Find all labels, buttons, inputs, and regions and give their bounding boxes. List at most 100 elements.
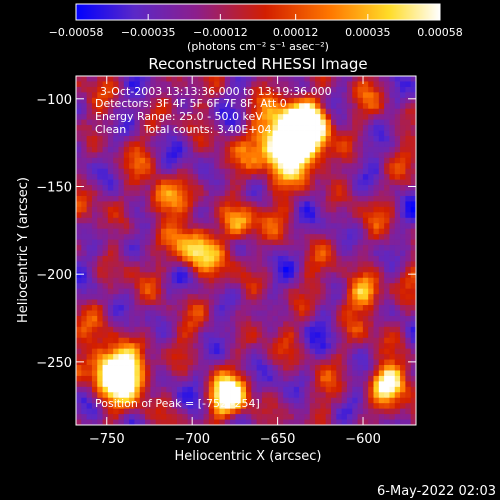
heatmap-cell [341, 403, 348, 410]
heatmap-cell [102, 272, 109, 279]
heatmap-cell [123, 375, 130, 382]
heatmap-cell [91, 305, 98, 311]
heatmap-cell [389, 201, 396, 208]
heatmap-cell [246, 305, 252, 311]
heatmap-cell [373, 228, 380, 235]
heatmap-cell [219, 381, 226, 388]
heatmap-cell [102, 228, 109, 235]
heatmap-cell [246, 288, 252, 295]
heatmap-cell [161, 283, 167, 290]
heatmap-cell [198, 212, 204, 219]
heatmap-cell [214, 92, 220, 99]
annotation-clean: Clean Total counts: 3.40E+04 [95, 123, 272, 136]
heatmap-cell [86, 343, 93, 350]
heatmap-cell [368, 315, 374, 322]
heatmap-cell [283, 266, 289, 273]
heatmap-cell [304, 397, 311, 404]
colorbar-ticks: −0.00058 −0.00035 −0.00012 0.00012 0.00035 0.… [49, 14, 463, 39]
heatmap-cell [145, 272, 151, 279]
heatmap-cell [362, 234, 369, 240]
heatmap-cell [76, 255, 82, 262]
heatmap-cell [384, 359, 390, 366]
heatmap-cell [113, 92, 119, 99]
heatmap-cell [203, 174, 210, 181]
heatmap-cell [187, 135, 194, 142]
heatmap-cell [288, 414, 295, 420]
heatmap-cell [176, 375, 183, 382]
heatmap-cell [187, 217, 194, 224]
heatmap-cell [299, 365, 305, 371]
heatmap-cell [182, 97, 188, 104]
heatmap-cell [150, 81, 157, 88]
heatmap-cell [76, 245, 82, 251]
heatmap-cell [224, 81, 231, 88]
heatmap-cell [107, 332, 114, 339]
heatmap-cell [283, 130, 289, 137]
heatmap-cell [331, 119, 337, 126]
heatmap-cell [293, 119, 300, 126]
heatmap-cell [230, 326, 236, 333]
heatmap-cell [224, 299, 231, 306]
heatmap-cell [331, 343, 337, 350]
heatmap-cell [368, 234, 374, 240]
heatmap-cell [315, 152, 321, 159]
heatmap-cell [230, 212, 236, 219]
heatmap-cell [76, 359, 82, 366]
heatmap-cell [76, 277, 82, 284]
heatmap-cell [389, 305, 396, 311]
heatmap-cell [378, 403, 385, 410]
heatmap-cell [134, 392, 141, 399]
heatmap-cell [219, 97, 226, 104]
heatmap-cell [102, 337, 109, 344]
heatmap-cell [341, 206, 348, 213]
heatmap-cell [97, 179, 103, 186]
heatmap-cell [198, 332, 204, 339]
heatmap-cell [240, 223, 247, 230]
heatmap-cell [166, 212, 173, 219]
heatmap-cell [187, 179, 194, 186]
heatmap-cell [123, 354, 130, 360]
heatmap-cell [346, 408, 353, 415]
heatmap-cell [272, 174, 279, 181]
heatmap-cell [198, 179, 204, 186]
heatmap-cell [76, 86, 82, 93]
heatmap-cell [373, 163, 380, 170]
heatmap-cell [219, 321, 226, 328]
heatmap-cell [91, 414, 98, 420]
heatmap-cell [102, 152, 109, 159]
heatmap-cell [166, 163, 173, 170]
heatmap-cell [299, 114, 305, 121]
heatmap-cell [123, 283, 130, 290]
heatmap-cell [182, 179, 188, 186]
heatmap-cell [309, 146, 316, 153]
heatmap-cell [362, 370, 369, 377]
heatmap-cell [400, 305, 406, 311]
heatmap-cell [394, 239, 401, 246]
heatmap-cell [187, 97, 194, 104]
heatmap-cell [176, 386, 183, 393]
heatmap-cell [139, 157, 146, 164]
heatmap-cell [251, 354, 258, 360]
heatmap-cell [198, 163, 204, 170]
heatmap-cell [203, 245, 210, 251]
heatmap-cell [341, 359, 348, 366]
heatmap-cell [341, 174, 348, 181]
heatmap-cell [368, 206, 374, 213]
heatmap-cell [224, 419, 231, 426]
heatmap-cell [76, 76, 82, 82]
heatmap-cell [352, 206, 358, 213]
heatmap-cell [76, 266, 82, 273]
heatmap-cell [187, 239, 194, 246]
heatmap-cell [150, 288, 157, 295]
heatmap-cell [230, 81, 236, 88]
heatmap-cell [76, 288, 82, 295]
heatmap-cell [171, 310, 178, 317]
heatmap-cell [309, 305, 316, 311]
heatmap-cell [118, 386, 125, 393]
heatmap-cell [203, 359, 210, 366]
heatmap-cell [123, 305, 130, 311]
heatmap-cell [129, 190, 135, 197]
heatmap-cell [362, 97, 369, 104]
heatmap-cell [357, 408, 364, 415]
heatmap-cell [394, 337, 401, 344]
